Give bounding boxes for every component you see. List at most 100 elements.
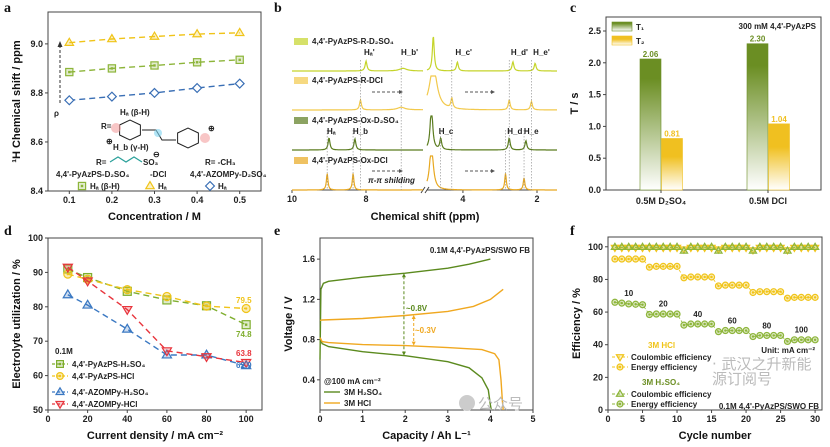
data-point-dot [655, 312, 658, 316]
panel-label: a [4, 1, 11, 16]
legend-marker-dot [618, 365, 622, 369]
data-point-dot [758, 334, 762, 337]
arrow-head [491, 169, 495, 173]
legend-label: T₂ [636, 37, 645, 46]
bar [639, 58, 662, 191]
data-point [240, 359, 252, 370]
data-point-dot [737, 283, 741, 287]
data-point-dot [772, 290, 775, 293]
x-tick-label: 30 [810, 414, 820, 424]
data-point-dot [662, 265, 665, 268]
x-tick-label: 10 [287, 194, 297, 204]
data-point-dot [744, 283, 748, 287]
y-tick-label: 70 [33, 336, 43, 346]
end-value-label: 79.5 [236, 296, 252, 305]
legend-marker [54, 400, 66, 410]
chemical-structure: R= ⊕ ⊕ Hₐ (β-H) H_b (γ-H) R= SO₃⊖ R= -CH₃ [96, 108, 236, 167]
data-point [81, 277, 94, 287]
data-point [637, 242, 648, 250]
data-point-dot [668, 312, 672, 316]
data-point-dot [779, 334, 782, 337]
x-tick-label: 8 [364, 194, 369, 204]
alkyl-chain [109, 156, 143, 163]
data-point-dot [731, 283, 734, 287]
annotation-title: 0.1M 4,4'-PyAzPS/SWO FB [719, 402, 819, 411]
x-tick-label: 3 [445, 414, 450, 424]
x-tick-label: 0 [605, 414, 610, 424]
bar [661, 138, 683, 191]
panel-f: f 0 5 10 15 20 25 30 0 20 40 60 80 100 Cycle number Eff… [570, 224, 823, 442]
data-point-dot [641, 257, 644, 261]
data-point [720, 242, 731, 250]
data-point-dot [758, 290, 762, 293]
legend-group: -DCl [150, 170, 166, 179]
x-tick-label: 0.2 [106, 195, 119, 205]
data-point-dot [800, 338, 803, 342]
arrow-head [399, 90, 403, 94]
data-point-dot [806, 338, 810, 342]
x-tick-label: 100 [239, 414, 254, 424]
data-point-dot [682, 323, 686, 327]
plot-frame [47, 237, 263, 411]
unit-label: Unit: mA cm⁻² [761, 346, 815, 355]
charge-plus: ⊕ [208, 124, 215, 133]
y-tick-label: 60 [593, 307, 603, 317]
data-point-dot [620, 301, 624, 305]
data-point-dot [813, 338, 817, 342]
data-point-dot [703, 275, 706, 279]
data-point [191, 28, 203, 38]
legend-group: 3M HCl [648, 341, 675, 350]
data-point-dot [648, 265, 651, 269]
y-axis-label: T / s [569, 92, 581, 114]
curve-charge [319, 258, 491, 360]
data-point-dot [806, 296, 810, 299]
y-tick-label: 2.5 [588, 26, 601, 36]
data-point-dot [779, 290, 782, 293]
legend-label: 4,4'-AZOMPy-HCl [72, 400, 137, 409]
legend-label: Hₐ [218, 182, 227, 191]
data-point [651, 242, 661, 250]
peak-label: Hₐ' [364, 48, 375, 57]
arrow-head [411, 341, 416, 346]
data-point-dot [662, 312, 665, 316]
panel-b: b 10 8 4 2 Chemical shift (ppm) 4,4'-PyAzPS-R-… [274, 1, 557, 223]
rate-label: 60 [728, 317, 737, 326]
y-tick-label: 50 [33, 405, 43, 415]
series-line [67, 294, 247, 367]
data-point-dot [205, 304, 208, 308]
legend-marker [615, 354, 625, 362]
legend-label: 4,4'-AZOMPy-H₂SO₄ [72, 388, 149, 397]
series-line [69, 32, 240, 44]
peak-label: H_d [507, 127, 522, 136]
peak-label: H_c [439, 127, 454, 136]
data-point-dot [153, 64, 156, 67]
data-point-dot [800, 296, 803, 299]
spectrum-line [292, 59, 423, 72]
legend-label: 4,4'-PyAzPS-R-DCl [312, 76, 383, 85]
data-point [624, 242, 634, 250]
data-point-dot [751, 335, 755, 338]
data-point-dot [244, 323, 248, 326]
arrow-head [401, 351, 406, 356]
panel-e: e 0 1 2 3 4 5 0.4 0.8 1.2 1.6 Capacity / Ah L⁻¹ Volt… [274, 224, 536, 442]
data-point-dot [620, 257, 624, 261]
data-point-dot [627, 302, 630, 306]
y-tick-label: 0.4 [302, 375, 315, 385]
r-group-left: R= [101, 122, 112, 131]
data-point [106, 91, 118, 102]
arrow-head [411, 314, 416, 319]
x-tick-label: 20 [83, 414, 93, 424]
data-point-dot [675, 265, 679, 268]
x-tick-label: 80 [202, 414, 212, 424]
data-point [191, 82, 203, 94]
spectrum-line [426, 75, 557, 111]
rate-label: 10 [624, 289, 633, 298]
data-point-dot [786, 340, 789, 343]
data-point [658, 242, 668, 250]
data-point [149, 30, 160, 40]
bar-value-label: 2.06 [643, 50, 659, 59]
legend-group: 3M H₂SO₄ [642, 378, 680, 387]
panel-label: b [274, 1, 282, 16]
x-tick-label: 0.5M DCl [749, 196, 787, 206]
so3-label: SO₃ [143, 158, 159, 167]
